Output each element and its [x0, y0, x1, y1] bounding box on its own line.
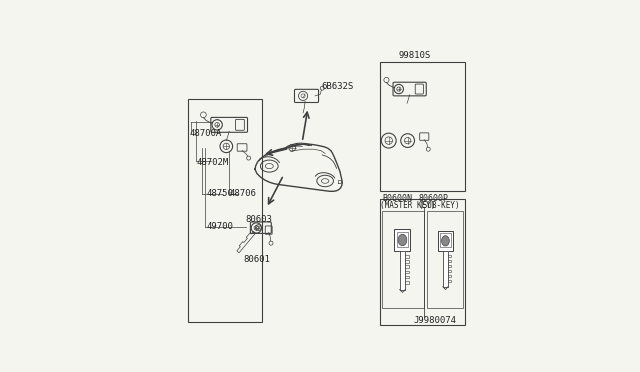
Polygon shape — [443, 251, 448, 287]
Bar — [427, 211, 463, 308]
Bar — [380, 199, 465, 326]
Ellipse shape — [442, 236, 449, 246]
Text: (MASTER KEY): (MASTER KEY) — [380, 201, 436, 210]
Bar — [397, 232, 408, 247]
Text: 80600P: 80600P — [418, 194, 448, 203]
Text: 48702M: 48702M — [196, 158, 228, 167]
Text: 80603: 80603 — [245, 215, 272, 224]
Bar — [188, 99, 262, 323]
Text: B0600N: B0600N — [383, 194, 412, 203]
Text: 48700A: 48700A — [189, 129, 221, 138]
Bar — [380, 62, 465, 191]
Polygon shape — [399, 251, 405, 289]
Text: (SUB-KEY): (SUB-KEY) — [419, 201, 460, 210]
Text: J9980074: J9980074 — [414, 316, 457, 325]
Bar — [394, 230, 410, 251]
Bar — [383, 211, 424, 308]
Text: 48706: 48706 — [229, 189, 256, 198]
Bar — [440, 233, 451, 247]
Ellipse shape — [398, 234, 407, 246]
Text: 48750: 48750 — [206, 189, 233, 198]
Text: 99810S: 99810S — [398, 51, 431, 60]
Text: 49700: 49700 — [206, 222, 233, 231]
Text: 6B632S: 6B632S — [321, 82, 353, 91]
Bar — [438, 231, 453, 251]
Text: 80601: 80601 — [243, 255, 270, 264]
